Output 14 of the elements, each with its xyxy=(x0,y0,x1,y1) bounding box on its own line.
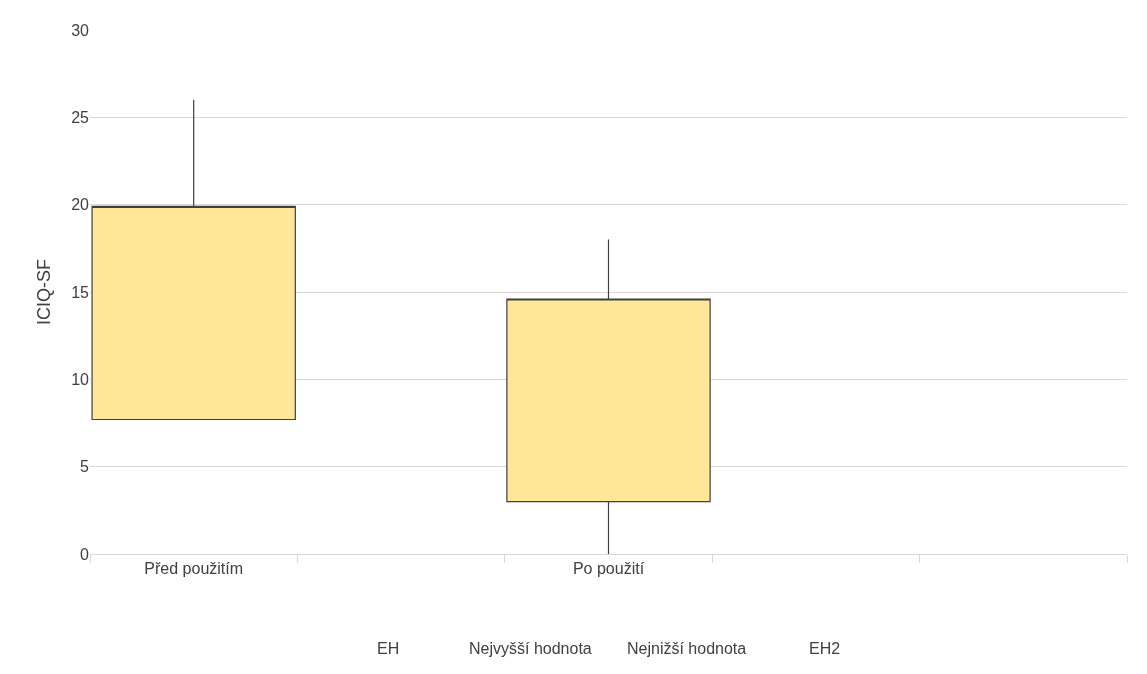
text: EH xyxy=(377,640,400,657)
y-tick-label: 15 xyxy=(71,283,90,301)
y-tick-label: 5 xyxy=(80,458,90,476)
y-axis-title: ICIQ-SF xyxy=(34,259,55,325)
x-tick-label: Po použití xyxy=(572,560,645,578)
y-tick-label: 30 xyxy=(71,21,90,39)
text: EH2 xyxy=(809,640,841,657)
y-tick-label: 0 xyxy=(80,545,90,563)
x-tick-label: Před použitím xyxy=(144,560,244,578)
y-tick-label: 20 xyxy=(71,196,90,214)
y-tick-label: 25 xyxy=(71,108,90,126)
text: Nejnižší hodnota xyxy=(627,640,747,657)
text: Nejvyšší hodnota xyxy=(469,640,592,657)
y-tick-label: 10 xyxy=(71,370,90,388)
